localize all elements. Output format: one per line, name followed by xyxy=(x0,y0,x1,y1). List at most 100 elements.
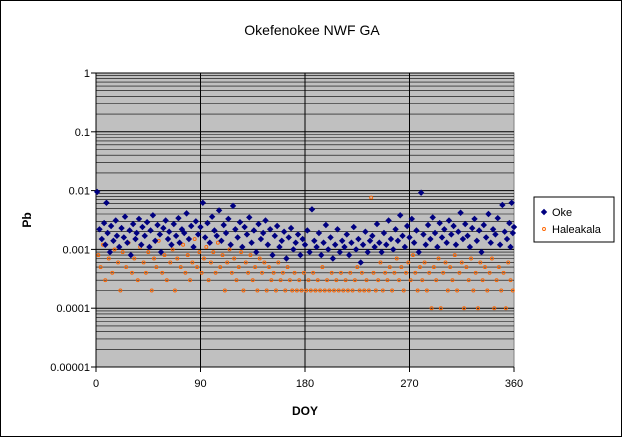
data-point xyxy=(152,256,157,261)
data-point xyxy=(469,224,476,232)
data-point xyxy=(98,235,106,243)
data-point xyxy=(257,235,265,243)
data-point xyxy=(181,229,188,237)
series-oke xyxy=(93,188,518,266)
data-point xyxy=(462,306,467,311)
data-point xyxy=(204,219,211,227)
data-point xyxy=(452,253,457,258)
data-point xyxy=(227,241,234,248)
data-point xyxy=(276,243,283,251)
legend-marker-haleakala xyxy=(542,227,546,231)
data-point xyxy=(315,229,323,237)
data-point xyxy=(466,278,471,283)
data-point xyxy=(392,270,397,275)
y-tick-label: 0.1 xyxy=(75,127,90,139)
data-point xyxy=(239,250,244,255)
data-point xyxy=(499,288,504,293)
data-point xyxy=(418,265,422,270)
data-point xyxy=(149,212,157,219)
data-point xyxy=(427,270,432,275)
data-point xyxy=(455,228,462,235)
data-point xyxy=(107,222,115,230)
data-point xyxy=(132,235,139,243)
data-point xyxy=(306,278,311,283)
data-point xyxy=(197,223,204,231)
data-point xyxy=(236,219,244,226)
data-point xyxy=(315,278,320,283)
data-point xyxy=(492,306,497,311)
tick-layer: 0.00001 0.0001 0.001 0.01 0.1 1 0 90 180 270 360 xyxy=(50,68,523,390)
data-point xyxy=(371,270,376,275)
data-point xyxy=(322,221,330,229)
data-point xyxy=(471,288,476,293)
data-point xyxy=(352,278,357,283)
data-point xyxy=(387,265,392,270)
data-point xyxy=(455,288,460,293)
data-point xyxy=(445,288,450,293)
data-point xyxy=(253,265,258,270)
data-point xyxy=(350,288,355,293)
y-tick-label: 0.0001 xyxy=(56,303,90,315)
data-point xyxy=(380,229,388,237)
data-point xyxy=(448,265,453,270)
data-point xyxy=(334,226,341,233)
data-point xyxy=(283,288,288,293)
data-point xyxy=(267,265,271,270)
data-point xyxy=(457,270,462,275)
data-point xyxy=(120,234,128,241)
data-point xyxy=(190,243,197,251)
data-point xyxy=(154,221,161,229)
data-point xyxy=(149,288,154,293)
data-point xyxy=(369,232,376,240)
data-point xyxy=(343,231,350,238)
data-point xyxy=(438,306,443,311)
data-point xyxy=(241,223,248,231)
data-point xyxy=(427,235,434,243)
data-point xyxy=(469,256,473,261)
data-point xyxy=(436,256,441,261)
data-point xyxy=(199,270,204,275)
data-point xyxy=(139,223,146,231)
data-point xyxy=(394,237,402,245)
data-point xyxy=(487,239,494,246)
data-point xyxy=(483,265,487,270)
series-haleakala xyxy=(96,195,515,311)
data-point xyxy=(141,260,146,265)
data-point xyxy=(225,215,232,223)
data-point xyxy=(229,202,237,210)
data-point xyxy=(383,241,390,248)
data-point xyxy=(413,270,418,275)
data-point xyxy=(157,248,165,256)
data-point xyxy=(371,243,378,251)
data-point xyxy=(308,288,313,293)
data-point xyxy=(135,215,143,223)
data-point xyxy=(355,265,360,270)
data-point xyxy=(301,270,306,275)
data-point xyxy=(199,199,207,207)
data-point xyxy=(397,278,401,283)
data-point xyxy=(364,278,369,283)
data-point xyxy=(271,232,279,240)
data-point xyxy=(420,278,425,283)
data-point xyxy=(306,248,313,256)
data-point xyxy=(445,217,453,224)
data-point xyxy=(304,288,309,293)
data-point xyxy=(366,288,371,293)
data-point xyxy=(124,239,131,246)
data-point xyxy=(331,241,339,248)
data-point xyxy=(234,278,239,283)
data-point xyxy=(172,232,180,240)
data-point xyxy=(341,288,346,293)
data-point xyxy=(399,232,406,240)
data-point xyxy=(124,265,129,270)
data-point xyxy=(436,219,443,227)
data-point xyxy=(385,217,392,224)
data-point xyxy=(494,214,501,222)
data-point xyxy=(450,222,457,230)
data-point xyxy=(183,210,190,217)
data-point xyxy=(248,239,255,246)
data-point xyxy=(266,226,274,233)
data-point xyxy=(197,250,202,255)
data-point xyxy=(215,240,220,245)
